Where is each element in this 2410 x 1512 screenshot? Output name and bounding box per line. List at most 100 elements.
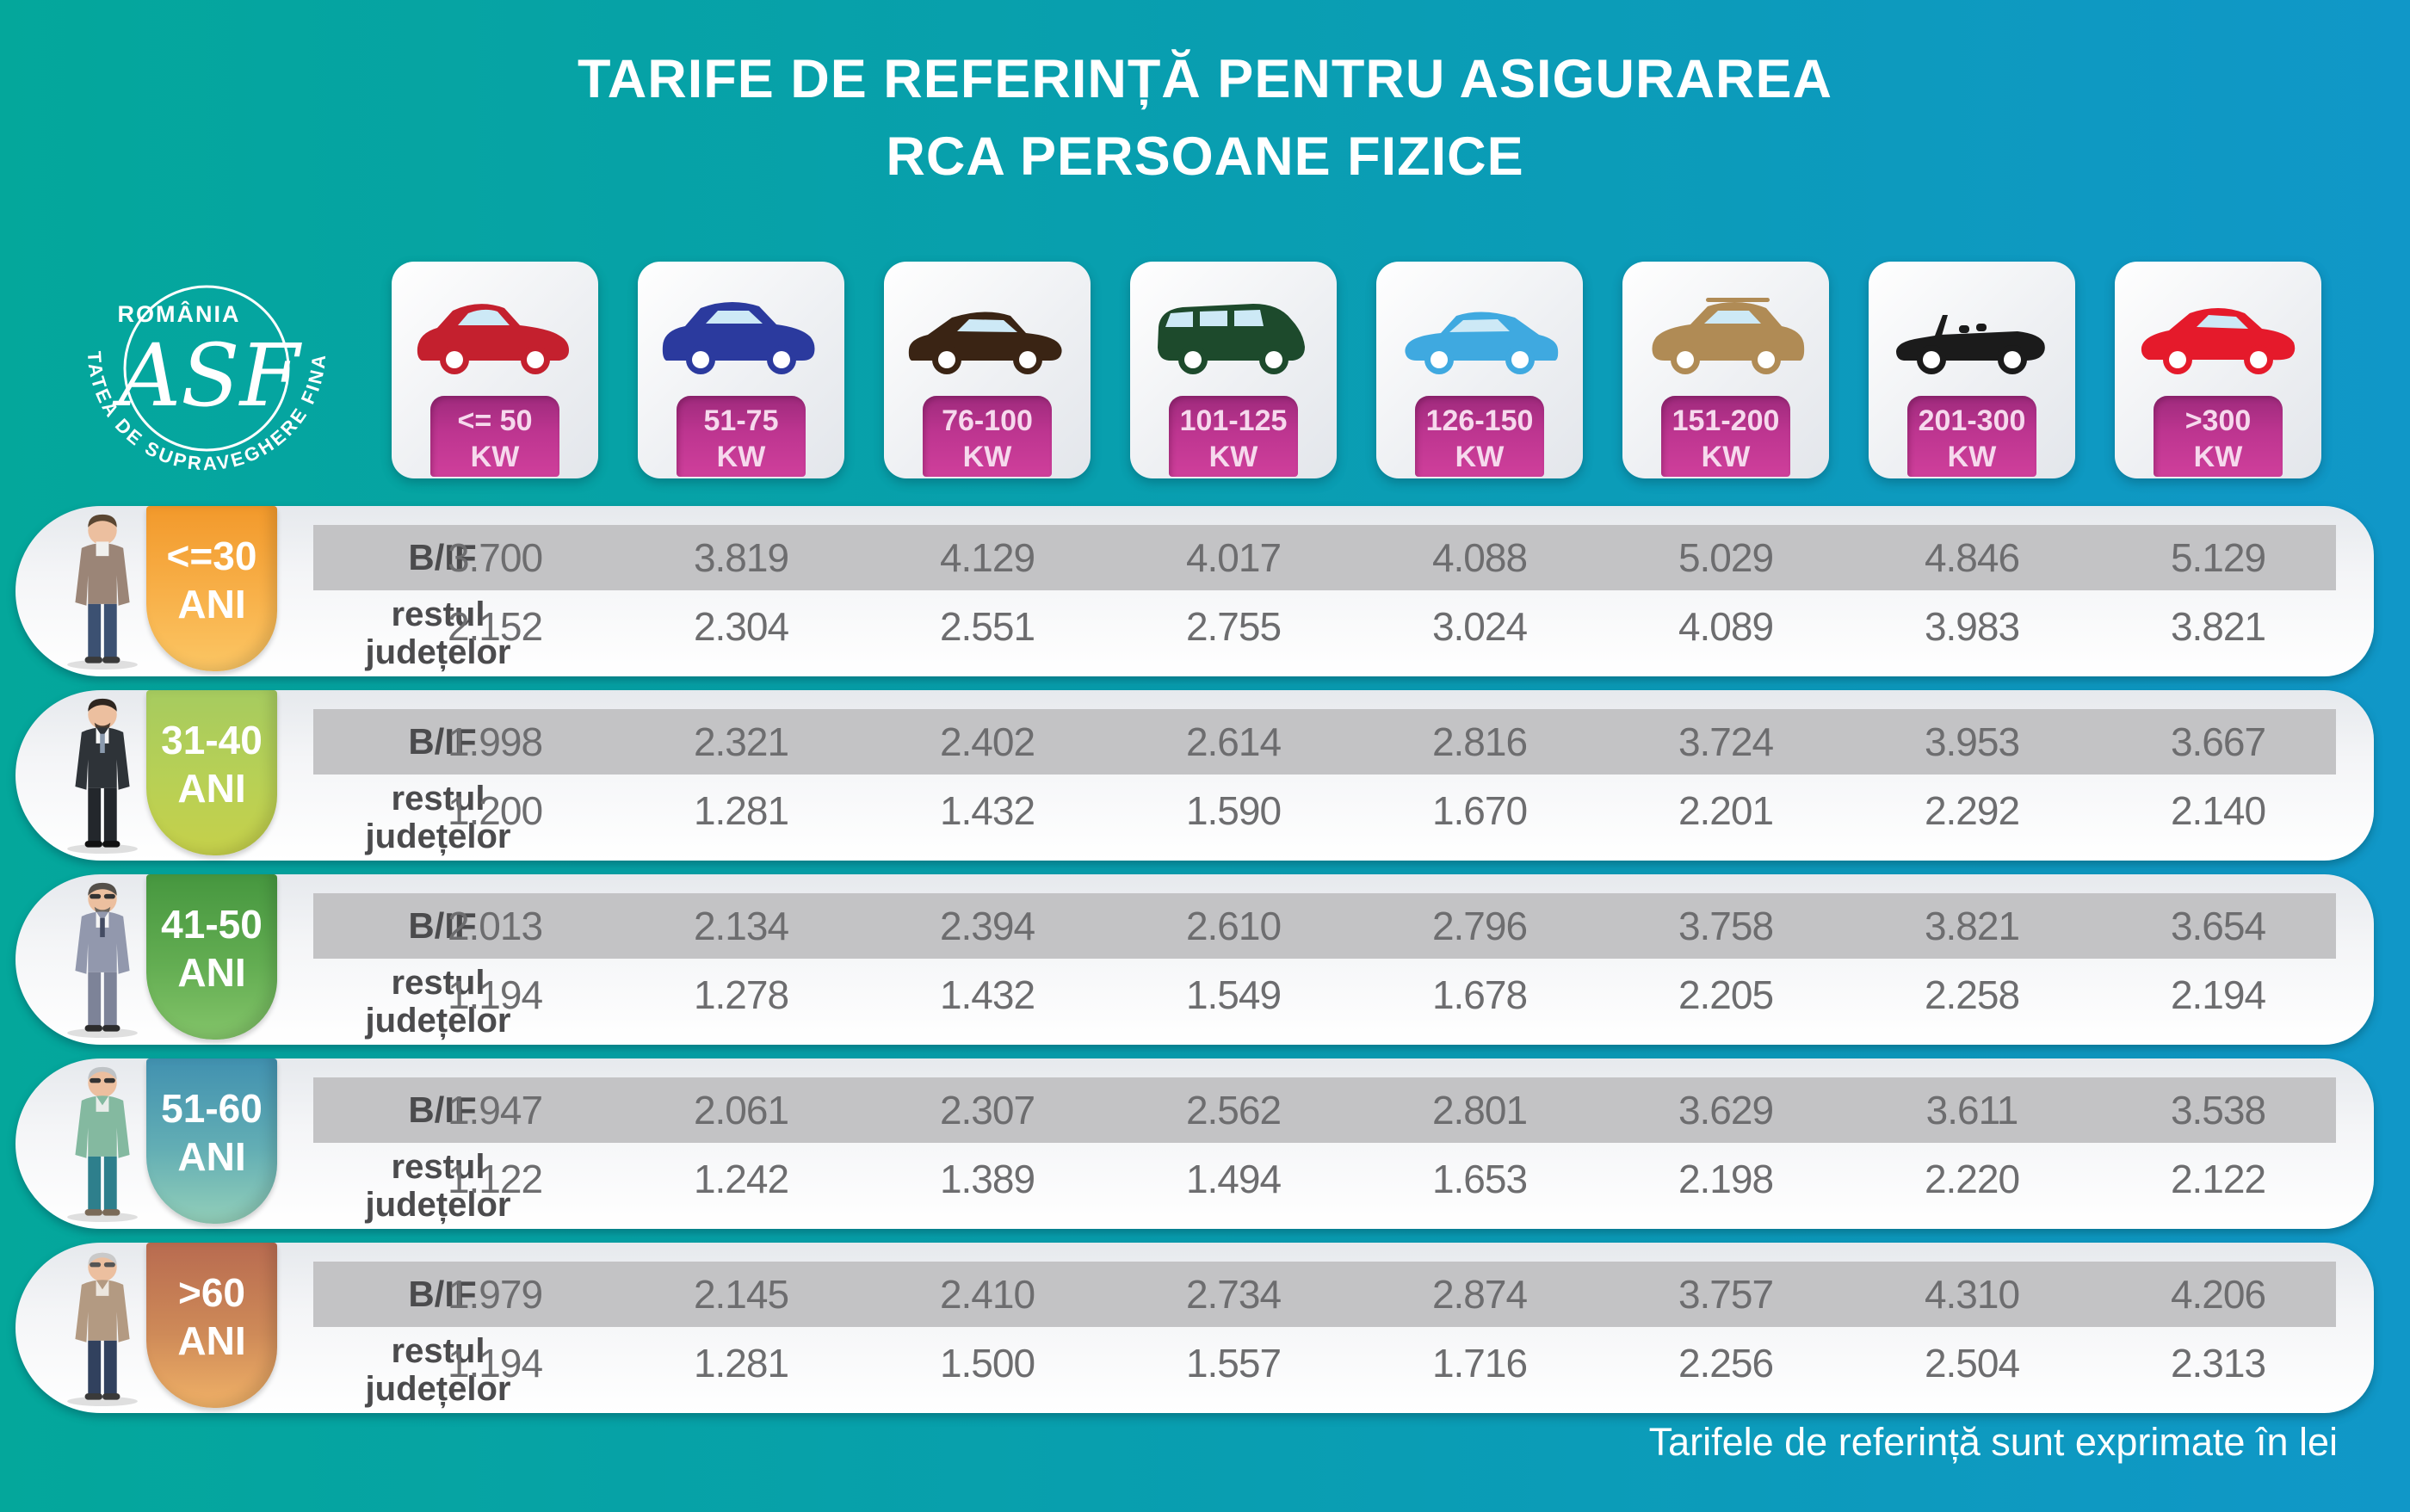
- tariff-value: 1.194: [447, 972, 543, 1017]
- tariff-value: 3.024: [1431, 604, 1528, 649]
- age-badge-31-40: 31-40 ANI: [146, 690, 277, 855]
- tariff-value: 2.304: [693, 604, 789, 649]
- age-unit: ANI: [177, 950, 246, 995]
- tariff-value: 1.281: [693, 1341, 789, 1385]
- power-column-card-76-100kw: 76-100 KW: [884, 262, 1091, 478]
- tariff-value: 2.504: [1924, 1341, 2020, 1385]
- kw-range-badge: 151-200 KW: [1661, 396, 1790, 477]
- tariff-value: 2.816: [1431, 719, 1528, 764]
- age-badge-51-60: 51-60 ANI: [146, 1058, 277, 1224]
- kw-unit: KW: [1208, 441, 1258, 473]
- asf-romania-logo: ROMÂNIA ASF AUTORITATEA DE SUPRAVEGHERE …: [50, 272, 327, 474]
- region-label-rest: restul județelor: [322, 780, 554, 855]
- region-label-bif: B/IF: [408, 721, 477, 762]
- tariff-value: 1.242: [693, 1157, 789, 1201]
- tariff-value: 4.089: [1678, 604, 1774, 649]
- kw-range-badge: <= 50 KW: [430, 396, 559, 477]
- tariff-value: 3.819: [693, 535, 789, 580]
- rest-line2: județelor: [365, 1186, 511, 1224]
- power-column-card-51-75kw: 51-75 KW: [638, 262, 844, 478]
- tariff-value: 1.716: [1431, 1341, 1528, 1385]
- tariff-value: 1.653: [1431, 1157, 1528, 1201]
- tariff-value: 4.206: [2170, 1272, 2266, 1317]
- tariff-value: 3.983: [1924, 604, 2020, 649]
- region-label-rest: restul județelor: [322, 964, 554, 1040]
- tariff-value: 2.801: [1431, 1088, 1528, 1132]
- age-badge-under30: <=30 ANI: [146, 506, 277, 671]
- kw-range: 76-100: [942, 404, 1033, 437]
- elderly-man-person-icon: [67, 1252, 138, 1406]
- bif-band: [313, 893, 2336, 959]
- man-dark-suit-person-icon: [67, 698, 138, 854]
- tariff-value: 2.562: [1185, 1088, 1282, 1132]
- tariff-value: 1.122: [447, 1157, 543, 1201]
- kw-unit: KW: [962, 441, 1012, 473]
- bif-band: [313, 1077, 2336, 1143]
- age-row-over60: >60 ANI B/IF restul județelor 1.979 2.14…: [15, 1243, 2374, 1413]
- tariff-value: 2.874: [1431, 1272, 1528, 1317]
- city-hatchback-car-icon: [417, 304, 569, 374]
- tariff-value: 2.755: [1185, 604, 1282, 649]
- tariff-value: 1.278: [693, 972, 789, 1017]
- tariff-value: 5.129: [2170, 535, 2266, 580]
- rest-line2: județelor: [365, 1002, 511, 1040]
- tariff-value: 3.654: [2170, 904, 2266, 948]
- tariff-value: 1.979: [447, 1272, 543, 1317]
- tariff-value: 3.611: [1925, 1088, 2019, 1132]
- sports-car-icon: [2141, 308, 2296, 374]
- region-label-rest: restul județelor: [322, 596, 554, 671]
- power-column-card-151-200kw: 151-200 KW: [1622, 262, 1829, 478]
- logo-circle: [123, 285, 290, 452]
- age-unit: ANI: [177, 766, 246, 811]
- tariff-value: 2.256: [1678, 1341, 1774, 1385]
- tariff-value: 1.389: [939, 1157, 1035, 1201]
- region-label-bif: B/IF: [408, 537, 477, 577]
- tariff-value: 1.947: [447, 1088, 543, 1132]
- minivan-car-icon: [1158, 304, 1305, 374]
- power-column-card-over300kw: >300 KW: [2115, 262, 2321, 478]
- rest-line1: restul: [391, 1332, 485, 1370]
- power-column-card-101-125kw: 101-125 KW: [1130, 262, 1337, 478]
- tariff-value: 2.258: [1924, 972, 2020, 1017]
- tariff-value: 1.678: [1431, 972, 1528, 1017]
- tariff-value: 2.194: [2170, 972, 2266, 1017]
- rest-line2: județelor: [365, 633, 511, 671]
- tariff-value: 3.629: [1678, 1088, 1774, 1132]
- rest-line1: restul: [391, 780, 485, 818]
- page-title-line2: RCA PERSOANE FIZICE: [886, 127, 1524, 187]
- region-label-rest: restul județelor: [322, 1148, 554, 1224]
- power-column-card-201-300kw: 201-300 KW: [1869, 262, 2075, 478]
- tariff-value: 4.088: [1431, 535, 1528, 580]
- tariff-value: 3.538: [2170, 1088, 2266, 1132]
- age-row-31-40: 31-40 ANI B/IF restul județelor 1.998 2.…: [15, 690, 2374, 861]
- rest-line1: restul: [391, 1148, 485, 1186]
- kw-range: >300: [2184, 404, 2252, 437]
- page-title-line1: TARIFE DE REFERINȚĂ PENTRU ASIGURAREA: [577, 49, 1833, 109]
- age-row-51-60: 51-60 ANI B/IF restul județelor 1.947 2.…: [15, 1058, 2374, 1229]
- tariff-value: 3.953: [1924, 719, 2020, 764]
- kw-range-badge: 126-150 KW: [1415, 396, 1544, 477]
- age-range: 41-50: [161, 902, 263, 947]
- tariff-value: 1.200: [447, 788, 543, 833]
- power-column-card-50kw: <= 50 KW: [392, 262, 598, 478]
- tariff-value: 2.152: [447, 604, 543, 649]
- age-range: >60: [177, 1270, 246, 1315]
- age-range: 31-40: [161, 718, 263, 762]
- tariff-value: 3.758: [1678, 904, 1774, 948]
- kw-unit: KW: [1455, 441, 1505, 473]
- tariff-value: 4.310: [1924, 1272, 2020, 1317]
- tariff-value: 1.194: [447, 1341, 543, 1385]
- age-unit: ANI: [177, 1134, 246, 1179]
- tariff-value: 2.061: [693, 1088, 789, 1132]
- rest-line2: județelor: [365, 818, 511, 855]
- tariff-value: 4.017: [1185, 535, 1282, 580]
- rest-line1: restul: [391, 964, 485, 1002]
- tariff-value: 3.667: [2170, 719, 2266, 764]
- tariff-value: 1.432: [939, 972, 1035, 1017]
- sedan-car-icon: [1405, 312, 1559, 374]
- age-unit: ANI: [177, 582, 246, 626]
- tariff-value: 3.821: [1924, 904, 2020, 948]
- region-label-rest: restul județelor: [322, 1332, 554, 1408]
- kw-unit: KW: [1701, 441, 1751, 473]
